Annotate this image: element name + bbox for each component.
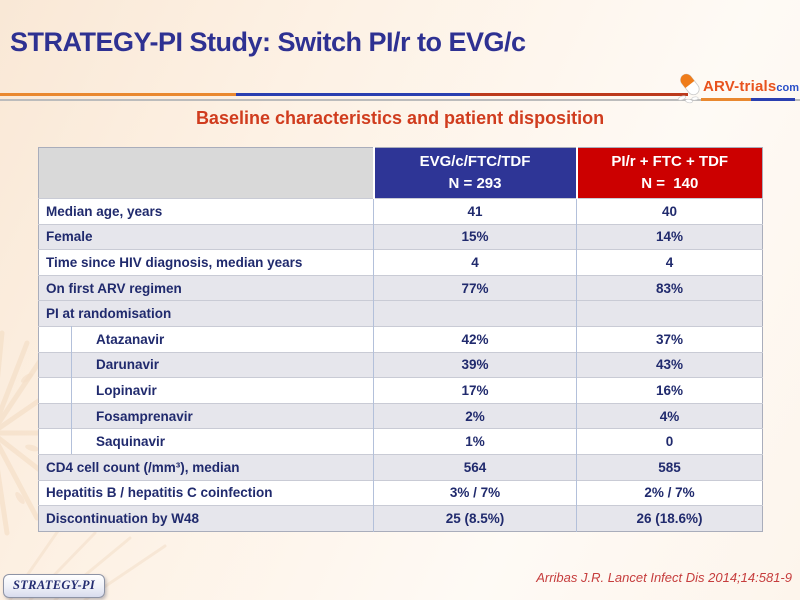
evg-header-line1: EVG/c/FTC/TDF — [419, 153, 531, 171]
evg-value: 42% — [373, 325, 577, 353]
pir-header-line2: N = 140 — [641, 175, 699, 192]
table-row: Fosamprenavir 2% 4% — [38, 402, 763, 429]
logo-text: ARV-trialscom — [703, 78, 799, 96]
pir-value: 43% — [576, 351, 763, 378]
logo-underline-blue — [751, 98, 795, 101]
row-label: Hepatitis B / hepatitis C coinfection — [38, 479, 374, 506]
row-label: Time since HIV diagnosis, median years — [38, 249, 374, 276]
pir-value: 4% — [576, 402, 763, 429]
pir-value: 16% — [576, 377, 763, 404]
row-label: Discontinuation by W48 — [38, 505, 374, 532]
arv-trials-logo: ARV-trialscom — [677, 73, 799, 104]
slide-subtitle: Baseline characteristics and patient dis… — [195, 108, 605, 128]
evg-value: 77% — [373, 274, 577, 301]
row-label: PI at randomisation — [38, 300, 374, 327]
row-label: Female — [38, 223, 374, 250]
table-row: CD4 cell count (/mm³), median 564 585 — [38, 453, 763, 481]
table-row: Darunavir 39% 43% — [38, 351, 763, 378]
row-label: CD4 cell count (/mm³), median — [38, 453, 374, 481]
citation: Arribas J.R. Lancet Infect Dis 2014;14:5… — [536, 570, 792, 585]
row-label: Atazanavir — [38, 325, 374, 353]
evg-value — [373, 300, 577, 327]
logo-text-main: ARV-trials — [703, 78, 777, 95]
table-row: Lopinavir 17% 16% — [38, 377, 763, 404]
table-row: On first ARV regimen 77% 83% — [38, 274, 763, 301]
evg-value: 39% — [373, 351, 577, 378]
pir-value: 40 — [576, 198, 763, 225]
row-label: On first ARV regimen — [38, 274, 374, 301]
divider-segment-blue — [236, 93, 470, 96]
divider-gray-line — [0, 99, 800, 101]
row-label: Fosamprenavir — [38, 402, 374, 429]
pir-value: 2% / 7% — [576, 479, 763, 506]
pir-value: 14% — [576, 223, 763, 250]
pir-header: PI/r + FTC + TDF N = 140 — [575, 147, 763, 199]
evg-value: 17% — [373, 377, 577, 404]
pir-value — [576, 300, 763, 327]
table-row: Female 15% 14% — [38, 223, 763, 250]
evg-value: 564 — [373, 453, 577, 481]
evg-value: 2% — [373, 402, 577, 429]
evg-value: 1% — [373, 428, 577, 455]
pill-icon — [675, 72, 705, 109]
table-body: Median age, years 41 40 Female 15% 14% Time si… — [38, 198, 763, 532]
pir-value: 26 (18.6%) — [576, 505, 763, 532]
table-row: Median age, years 41 40 — [38, 198, 763, 225]
logo-underline-orange — [701, 98, 751, 101]
pir-value: 585 — [576, 453, 763, 481]
evg-header-line2: N = 293 — [448, 175, 502, 192]
row-label: Saquinavir — [38, 428, 374, 455]
row-label: Median age, years — [38, 198, 374, 225]
evg-value: 15% — [373, 223, 577, 250]
table-row: Hepatitis B / hepatitis C coinfection 3% … — [38, 479, 763, 506]
evg-value: 41 — [373, 198, 577, 225]
baseline-table-wrapper: EVG/c/FTC/TDF N = 293 PI/r + FTC + TDF N… — [38, 147, 763, 532]
evg-header: EVG/c/FTC/TDF N = 293 — [372, 147, 577, 199]
pir-header-line1: PI/r + FTC + TDF — [611, 153, 729, 171]
pir-value: 83% — [576, 274, 763, 301]
pir-value: 37% — [576, 325, 763, 353]
row-label: Lopinavir — [38, 377, 374, 404]
evg-value: 3% / 7% — [373, 479, 577, 506]
pir-value: 4 — [576, 249, 763, 276]
pir-value: 0 — [576, 428, 763, 455]
divider-segment-orange — [0, 93, 236, 96]
baseline-characteristics-table: EVG/c/FTC/TDF N = 293 PI/r + FTC + TDF N… — [38, 147, 763, 532]
table-row: Discontinuation by W48 25 (8.5%) 26 (18.6%… — [38, 505, 763, 532]
table-row: Atazanavir 42% 37% — [38, 325, 763, 353]
row-label: Darunavir — [38, 351, 374, 378]
divider-segment-red — [470, 93, 688, 96]
table-header-row: EVG/c/FTC/TDF N = 293 PI/r + FTC + TDF N… — [38, 147, 763, 199]
table-row: Saquinavir 1% 0 — [38, 428, 763, 455]
table-row: Time since HIV diagnosis, median years 4 4 — [38, 249, 763, 276]
evg-value: 25 (8.5%) — [373, 505, 577, 532]
study-badge: STRATEGY-PI — [3, 574, 106, 598]
table-row: PI at randomisation — [38, 300, 763, 327]
logo-text-suffix: com — [776, 82, 800, 94]
header-empty-cell — [38, 147, 374, 199]
page-title: STRATEGY-PI Study: Switch PI/r to EVG/c — [10, 27, 526, 57]
evg-value: 4 — [373, 249, 577, 276]
